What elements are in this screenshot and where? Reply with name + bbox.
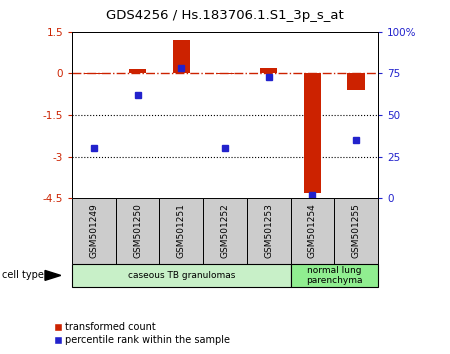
Bar [334, 198, 378, 264]
Bar [291, 264, 378, 287]
Text: caseous TB granulomas: caseous TB granulomas [128, 271, 235, 280]
Bar [116, 198, 159, 264]
Text: GSM501250: GSM501250 [133, 203, 142, 258]
Text: GSM501255: GSM501255 [351, 203, 360, 258]
Text: GSM501251: GSM501251 [177, 203, 186, 258]
Text: GDS4256 / Hs.183706.1.S1_3p_s_at: GDS4256 / Hs.183706.1.S1_3p_s_at [106, 9, 344, 22]
Text: cell type: cell type [2, 270, 44, 280]
Text: GSM501249: GSM501249 [90, 203, 99, 258]
Text: GSM501253: GSM501253 [264, 203, 273, 258]
Text: GSM501254: GSM501254 [308, 203, 317, 258]
Bar [129, 69, 146, 74]
Legend: transformed count, percentile rank within the sample: transformed count, percentile rank withi… [50, 319, 234, 349]
Bar [347, 74, 365, 90]
Bar [203, 198, 247, 264]
Bar [72, 264, 291, 287]
Bar [260, 68, 278, 74]
Bar [304, 74, 321, 193]
Bar [291, 198, 334, 264]
Text: normal lung
parenchyma: normal lung parenchyma [306, 266, 363, 285]
Text: GSM501252: GSM501252 [220, 203, 230, 258]
Bar [159, 198, 203, 264]
Polygon shape [45, 270, 61, 280]
Bar [247, 198, 291, 264]
Bar [72, 198, 116, 264]
Bar [172, 40, 190, 74]
